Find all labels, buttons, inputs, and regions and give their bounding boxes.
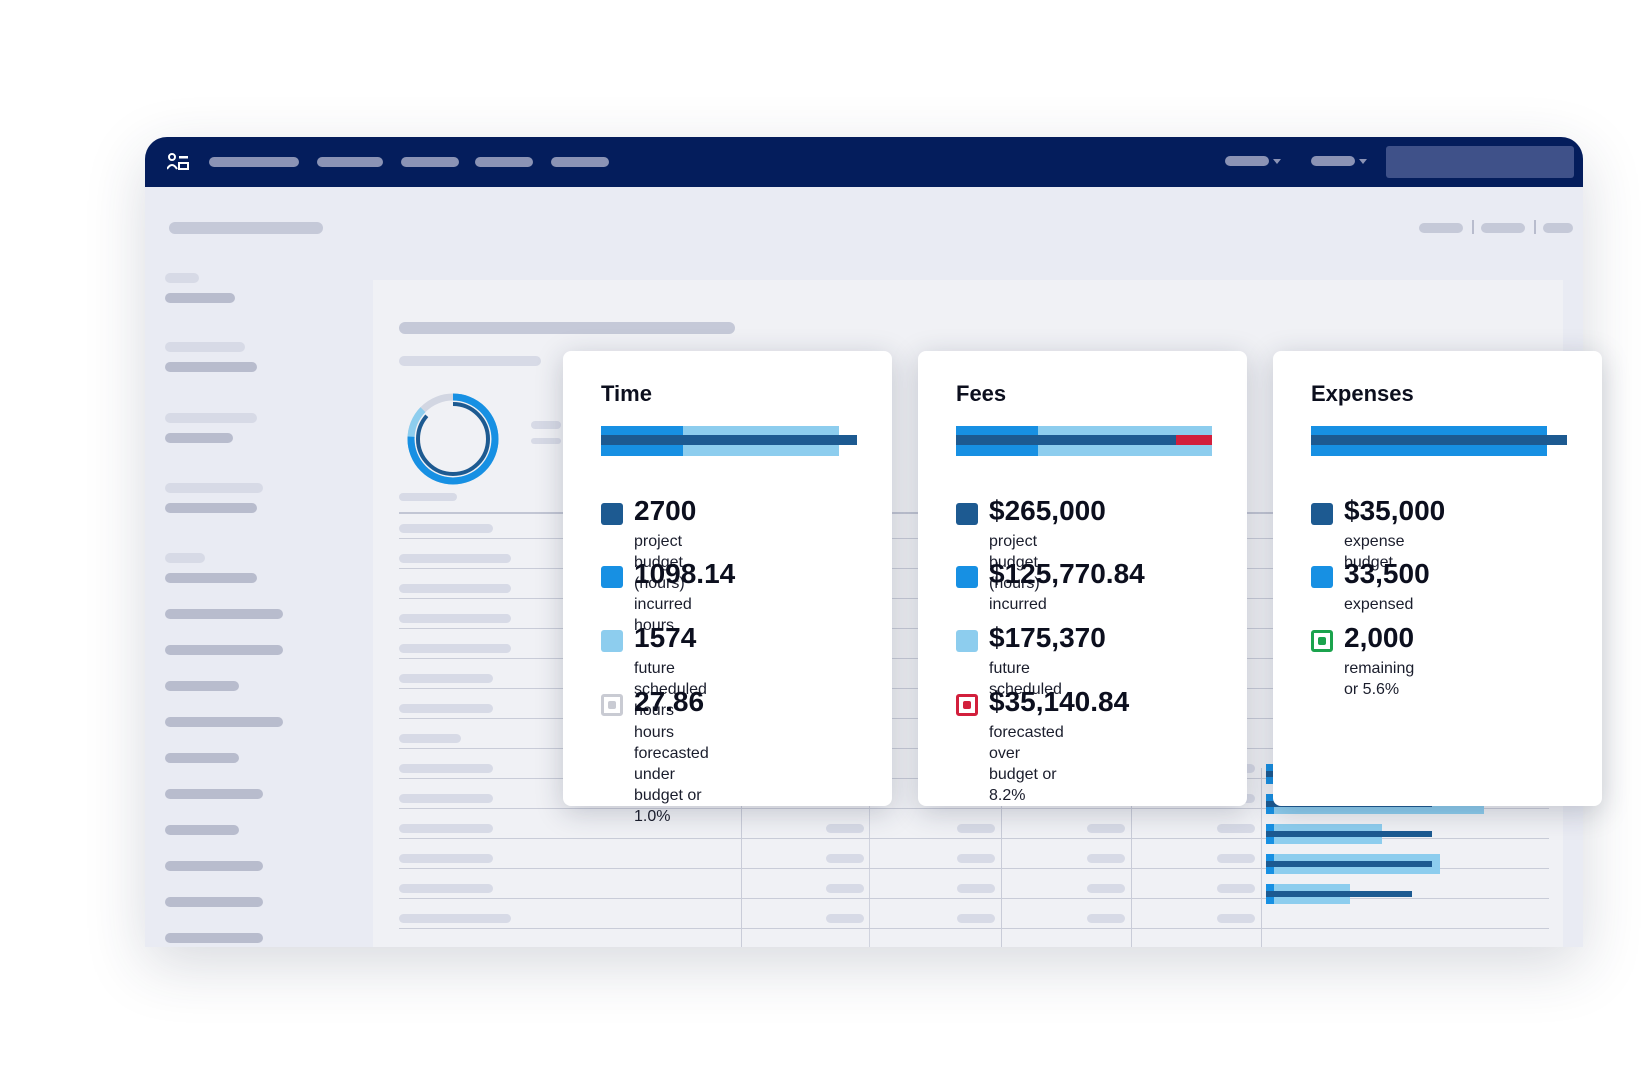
sidebar-item[interactable]: [165, 825, 239, 835]
sidebar-item[interactable]: [165, 293, 235, 303]
nav-link-1[interactable]: [209, 157, 299, 167]
search-input[interactable]: [1386, 146, 1574, 178]
expenses-card: Expenses $35,000 expense budget 33,500 expe…: [1273, 351, 1602, 806]
metric-label: hours forecasted under budget or 1.0%: [634, 724, 709, 825]
metric-value: $175,370: [989, 622, 1106, 653]
divider: [1472, 220, 1474, 234]
legend-swatch-incurred: [956, 566, 978, 588]
legend-swatch-scheduled: [956, 630, 978, 652]
metric-label: incurred: [989, 596, 1047, 613]
fees-card: Fees $265,000 project budget (hours) $125,…: [918, 351, 1247, 806]
sidebar-item[interactable]: [165, 717, 283, 727]
nav-link-4[interactable]: [475, 157, 533, 167]
sidebar-item[interactable]: [165, 753, 239, 763]
table-row[interactable]: [373, 854, 1553, 884]
legend-swatch-budget: [1311, 503, 1333, 525]
legend-swatch-budget: [956, 503, 978, 525]
progress-ring-chart: [407, 393, 499, 485]
sidebar-item[interactable]: [165, 433, 233, 443]
legend-swatch-remaining: [1311, 630, 1333, 652]
metric-label: future scheduled hours: [634, 660, 707, 719]
metric-value: 1574: [634, 622, 697, 653]
top-nav-bar: [145, 137, 1583, 187]
legend-swatch-over-budget: [956, 694, 978, 716]
time-budget-bar: [601, 426, 857, 456]
panel-title: [399, 322, 735, 334]
nav-link-3[interactable]: [401, 157, 459, 167]
nav-link-5[interactable]: [551, 157, 609, 167]
metric-label: expensed: [1344, 596, 1414, 613]
legend-swatch-scheduled: [601, 630, 623, 652]
expenses-budget-bar: [1311, 426, 1567, 456]
legend-swatch-incurred: [601, 566, 623, 588]
sidebar-item[interactable]: [165, 503, 257, 513]
metric-label: remaining or 5.6%: [1344, 660, 1415, 698]
card-title: Fees: [956, 381, 1007, 406]
people-list-icon[interactable]: [167, 153, 189, 171]
caret-down-icon: [1359, 158, 1367, 164]
metric-value: $265,000: [989, 495, 1106, 526]
header-action-3[interactable]: [1543, 223, 1573, 233]
card-title: Time: [601, 381, 652, 406]
metric-label: expense budget: [1344, 533, 1405, 571]
metric-label: project budget (hours): [634, 533, 685, 592]
sidebar-item[interactable]: [165, 789, 263, 799]
divider: [1534, 220, 1536, 234]
page-title: [169, 222, 323, 234]
header-action-1[interactable]: [1419, 223, 1463, 233]
legend-swatch-budget: [601, 503, 623, 525]
metric-label: forecasted over budget or 8.2%: [989, 724, 1064, 804]
metric-value: $35,000: [1344, 495, 1446, 526]
sidebar-item[interactable]: [165, 933, 263, 943]
header-action-2[interactable]: [1481, 223, 1525, 233]
metric-value: 1098.14: [634, 558, 736, 589]
metric-label: future scheduled: [989, 660, 1062, 698]
metric-label: project budget (hours): [989, 533, 1040, 592]
sidebar-item[interactable]: [165, 645, 283, 655]
caret-down-icon: [1273, 158, 1281, 164]
nav-dropdown-1[interactable]: [1225, 156, 1281, 166]
metric-value: 33,500: [1344, 558, 1430, 589]
sidebar-item[interactable]: [165, 861, 263, 871]
sidebar-item[interactable]: [165, 609, 283, 619]
table-row[interactable]: [373, 884, 1553, 914]
panel-subtitle: [399, 356, 541, 366]
metric-value: 2,000: [1344, 622, 1415, 653]
nav-dropdown-2[interactable]: [1311, 156, 1367, 166]
table-row[interactable]: [373, 914, 1553, 944]
fees-budget-bar: [956, 426, 1212, 456]
sidebar-item[interactable]: [165, 573, 257, 583]
sidebar-item[interactable]: [165, 362, 257, 372]
sidebar-item[interactable]: [165, 897, 263, 907]
nav-link-2[interactable]: [317, 157, 383, 167]
legend-swatch-incurred: [1311, 566, 1333, 588]
metric-value: 2700: [634, 495, 697, 526]
table-row[interactable]: [373, 824, 1553, 854]
card-title: Expenses: [1311, 381, 1414, 406]
sidebar-item[interactable]: [165, 681, 239, 691]
metric-value: $35,140.84: [989, 686, 1130, 717]
metric-value: $125,770.84: [989, 558, 1145, 589]
time-card: Time 2700 project budget (hours) 1098.14 in…: [563, 351, 892, 825]
metric-label: incurred hours: [634, 596, 692, 634]
metric-value: 27.86: [634, 686, 705, 717]
legend-swatch-under-budget: [601, 694, 623, 716]
